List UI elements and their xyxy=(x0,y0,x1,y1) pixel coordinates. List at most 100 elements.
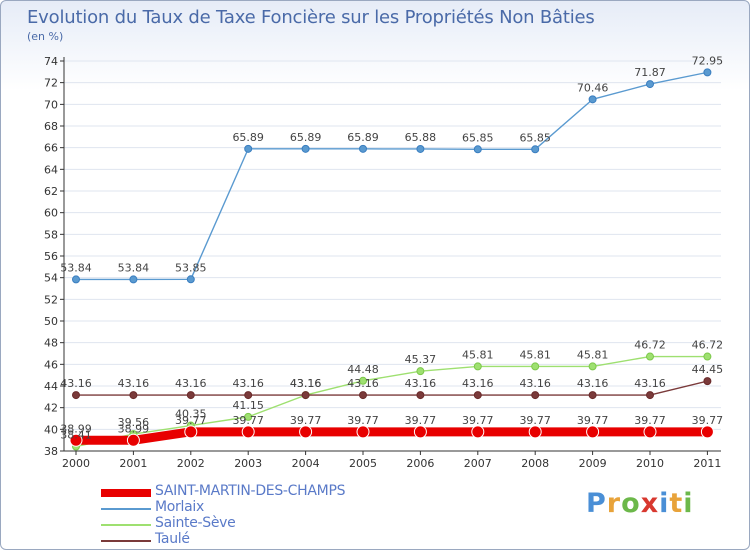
data-label: 45.81 xyxy=(462,348,494,361)
brand-logo: Proxiti xyxy=(586,488,694,519)
legend-swatch xyxy=(101,540,151,542)
data-point xyxy=(531,362,540,371)
legend-swatch xyxy=(101,524,151,526)
chart-title: Evolution du Taux de Taxe Foncière sur l… xyxy=(27,7,595,28)
data-point xyxy=(301,391,310,400)
series-line-1 xyxy=(76,71,708,281)
data-point xyxy=(244,412,253,421)
data-point xyxy=(473,362,482,371)
y-tick-label: 44 xyxy=(44,380,58,393)
data-point xyxy=(359,376,367,385)
data-label: 65.89 xyxy=(290,131,322,144)
data-point xyxy=(186,391,195,400)
data-label: 45.81 xyxy=(519,348,551,361)
brand-letter: r xyxy=(606,488,622,519)
brand-letter: o xyxy=(621,488,641,519)
data-label: 39.77 xyxy=(577,414,609,427)
data-label: 70.46 xyxy=(577,81,609,94)
data-label: 43.16 xyxy=(405,377,437,390)
x-tick-label: 2003 xyxy=(234,457,262,470)
brand-letter: i xyxy=(683,488,694,519)
data-point xyxy=(531,145,540,154)
data-point xyxy=(359,144,367,153)
data-label: 39.77 xyxy=(692,414,724,427)
data-label: 53.84 xyxy=(60,261,92,274)
data-point xyxy=(646,80,654,89)
y-tick-label: 72 xyxy=(44,77,58,90)
data-label: 46.72 xyxy=(634,339,666,352)
data-point xyxy=(473,391,482,400)
data-label: 43.16 xyxy=(519,377,551,390)
data-point xyxy=(588,362,597,371)
data-label: 43.16 xyxy=(175,377,207,390)
data-label: 39.77 xyxy=(290,414,322,427)
data-point xyxy=(299,425,313,439)
data-point xyxy=(301,144,310,153)
data-point xyxy=(700,425,714,439)
legend-swatch xyxy=(101,508,151,510)
x-tick-label: 2002 xyxy=(177,457,205,470)
brand-letter: i xyxy=(659,488,670,519)
data-label: 40.35 xyxy=(175,408,207,421)
data-label: 53.84 xyxy=(118,261,150,274)
series-line-3 xyxy=(76,380,708,396)
data-label: 44.48 xyxy=(347,363,379,376)
brand-letter: x xyxy=(640,488,660,519)
data-label: 43.16 xyxy=(290,377,322,390)
data-point xyxy=(646,352,654,361)
data-label: 45.37 xyxy=(405,353,437,366)
data-point xyxy=(531,391,540,400)
data-label: 43.16 xyxy=(347,377,379,390)
data-label: 65.85 xyxy=(519,131,551,144)
series-line-0 xyxy=(76,427,708,445)
y-tick-label: 42 xyxy=(44,402,58,415)
y-tick-label: 74 xyxy=(44,55,58,68)
data-label: 71.87 xyxy=(634,66,666,79)
data-point xyxy=(72,275,80,284)
data-label: 65.89 xyxy=(232,131,264,144)
data-point xyxy=(586,425,600,439)
y-tick-label: 64 xyxy=(44,163,58,176)
data-label: 43.16 xyxy=(60,377,92,390)
data-point xyxy=(129,275,138,284)
data-label: 43.16 xyxy=(577,377,609,390)
data-point xyxy=(241,425,255,439)
data-point xyxy=(129,391,138,400)
data-point xyxy=(471,425,485,439)
data-point xyxy=(359,391,367,400)
data-point xyxy=(703,68,712,77)
data-label: 43.16 xyxy=(462,377,494,390)
x-tick-label: 2009 xyxy=(579,457,607,470)
data-label: 43.16 xyxy=(290,377,322,390)
data-label: 39.77 xyxy=(462,414,494,427)
data-label: 39.77 xyxy=(519,414,551,427)
x-tick-label: 2011 xyxy=(693,457,721,470)
y-tick-label: 60 xyxy=(44,207,58,220)
data-label: 39.77 xyxy=(232,414,264,427)
y-tick-label: 66 xyxy=(44,142,58,155)
y-tick-label: 50 xyxy=(44,315,58,328)
data-point xyxy=(184,425,198,439)
data-point xyxy=(72,391,80,400)
brand-letter: P xyxy=(586,488,607,519)
y-tick-label: 48 xyxy=(44,337,58,350)
brand-letter: t xyxy=(669,488,684,519)
data-label: 38.99 xyxy=(118,422,150,435)
data-label: 65.85 xyxy=(462,131,494,144)
data-point xyxy=(528,425,542,439)
data-point xyxy=(244,144,253,153)
x-tick-label: 2005 xyxy=(349,457,377,470)
y-tick-label: 40 xyxy=(44,423,58,436)
y-tick-label: 38 xyxy=(44,445,58,458)
data-label: 39.77 xyxy=(405,414,437,427)
x-tick-label: 2010 xyxy=(636,457,664,470)
legend-label: Taulé xyxy=(155,531,190,547)
data-point xyxy=(703,377,712,386)
data-point xyxy=(186,275,195,284)
data-label: 39.56 xyxy=(118,416,150,429)
data-label: 44.45 xyxy=(692,363,724,376)
data-label: 65.88 xyxy=(405,131,437,144)
legend-label: Morlaix xyxy=(155,499,204,515)
data-label: 39.77 xyxy=(634,414,666,427)
